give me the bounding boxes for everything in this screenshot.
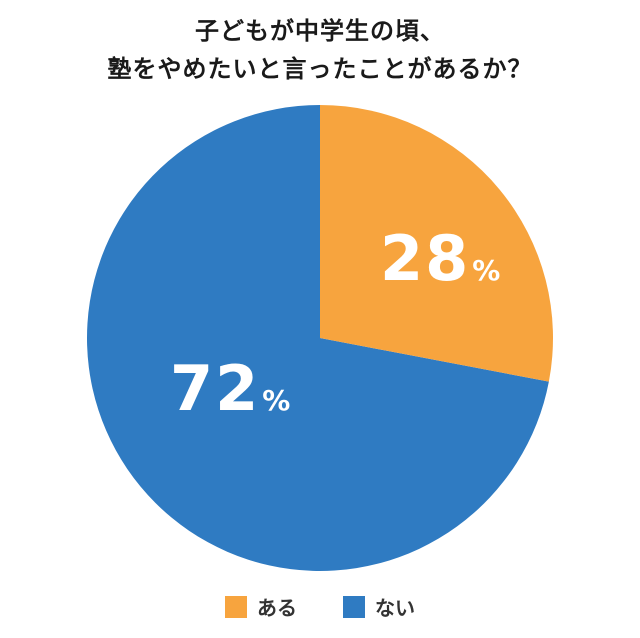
legend-item-nai: ない (343, 592, 415, 621)
slice-label-nai: 72% (170, 352, 290, 425)
slice-value-nai: 72 (170, 352, 261, 425)
legend-label-nai: ない (375, 596, 415, 620)
slice-percent-sign-nai: % (262, 384, 291, 417)
slice-label-aru: 28% (380, 222, 500, 295)
legend-label-aru: ある (257, 596, 297, 620)
legend-swatch-nai-icon (343, 595, 365, 618)
chart-title-line2: 塾をやめたいと言ったことがあるか？ (107, 55, 533, 83)
pie-slice-aru (320, 105, 554, 382)
chart-title: 子どもが中学生の頃、 塾をやめたいと言ったことがあるか？ (0, 12, 640, 88)
legend-swatch-aru-icon (225, 595, 247, 618)
slice-value-aru: 28 (380, 222, 471, 295)
chart-legend: ある ない (0, 592, 640, 621)
chart-title-line1: 子どもが中学生の頃、 (195, 17, 445, 45)
slice-percent-sign-aru: % (472, 254, 501, 287)
legend-item-aru: ある (225, 592, 297, 621)
pie-slice-nai (87, 105, 549, 571)
